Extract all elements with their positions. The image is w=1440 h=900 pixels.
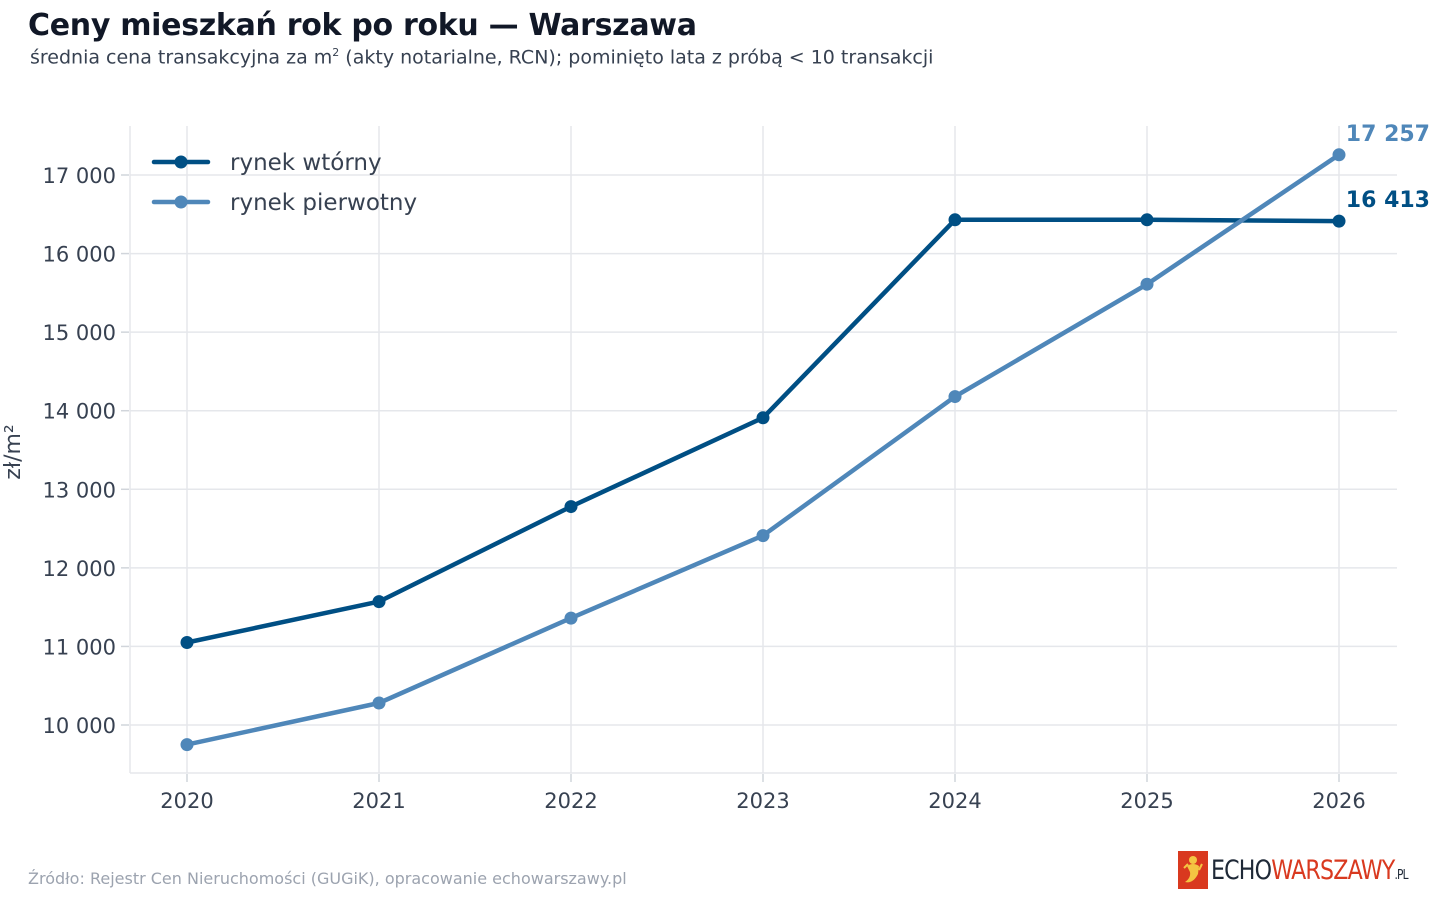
- y-tick-label: 10 000: [43, 714, 116, 738]
- logo-part-pl: .PL: [1394, 867, 1408, 883]
- y-tick-label: 15 000: [43, 321, 116, 345]
- logo-text: ECHOWARSZAWY.PL: [1211, 854, 1409, 886]
- data-point: [948, 213, 962, 227]
- data-point: [372, 595, 386, 609]
- x-tick-label: 2024: [928, 789, 981, 813]
- data-point: [1332, 148, 1346, 162]
- y-axis-label: zł/m²: [1, 424, 26, 479]
- logo-part-echo: ECHO: [1211, 854, 1272, 886]
- data-point: [564, 500, 578, 514]
- subtitle-superscript: 2: [332, 46, 340, 59]
- legend: rynek wtórny rynek pierwotny: [151, 150, 417, 216]
- y-tick-label: 13 000: [43, 478, 116, 502]
- x-tick-label: 2026: [1312, 789, 1365, 813]
- legend-label: rynek wtórny: [230, 150, 382, 176]
- end-value-label: 16 413: [1346, 188, 1430, 213]
- y-tick-label: 16 000: [43, 243, 116, 267]
- data-point: [1140, 277, 1154, 291]
- legend-marker: [174, 155, 188, 169]
- end-value-label: 17 257: [1346, 122, 1430, 147]
- legend-marker: [174, 195, 188, 209]
- data-point: [1332, 214, 1346, 228]
- data-point: [948, 390, 962, 404]
- data-point: [180, 636, 194, 649]
- x-tick-label: 2022: [544, 789, 597, 813]
- mermaid-icon: [1178, 851, 1208, 889]
- data-point: [1140, 213, 1154, 227]
- x-tick-label: 2025: [1120, 789, 1173, 813]
- y-tick-label: 14 000: [43, 400, 116, 424]
- subtitle-text-rest: (akty notarialne, RCN); pominięto lata z…: [339, 46, 934, 69]
- source-note: Źródło: Rejestr Cen Nieruchomości (GUGiK…: [28, 869, 627, 888]
- axes: 10 000 11 000 12 000 13 000 14 000 15 000 16 0…: [1, 126, 1397, 813]
- grid: [130, 126, 1397, 773]
- series-layer: 16 413 17 257: [180, 122, 1430, 752]
- y-tick-label: 11 000: [43, 635, 116, 659]
- data-point: [756, 529, 770, 543]
- chart-title: Ceny mieszkań rok po roku — Warszawa: [28, 8, 697, 43]
- data-point: [372, 696, 386, 710]
- y-tick-label: 17 000: [43, 164, 116, 188]
- chart-subtitle: średnia cena transakcyjna za m2 (akty no…: [30, 46, 933, 68]
- logo-part-warszawy: WARSZAWY: [1271, 854, 1395, 886]
- legend-label: rynek pierwotny: [230, 190, 417, 216]
- data-point: [180, 738, 194, 752]
- x-tick-label: 2021: [352, 789, 405, 813]
- x-tick-label: 2023: [736, 789, 789, 813]
- echowarszawy-logo: ECHOWARSZAWY.PL: [1178, 850, 1440, 890]
- subtitle-text: średnia cena transakcyjna za m: [30, 46, 333, 69]
- y-tick-label: 12 000: [43, 557, 116, 581]
- x-tick-label: 2020: [160, 789, 213, 813]
- data-point: [564, 611, 578, 625]
- data-point: [756, 411, 770, 425]
